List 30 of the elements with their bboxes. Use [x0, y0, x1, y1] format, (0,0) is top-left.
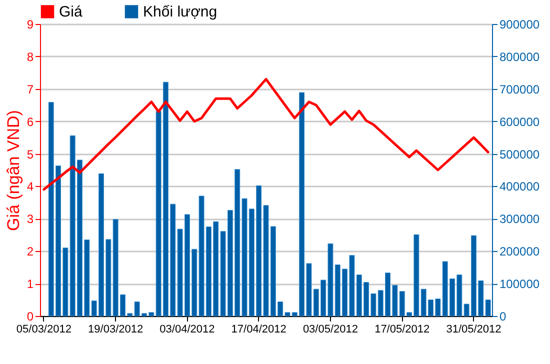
- y-tick-label: 1: [26, 277, 34, 292]
- legend-label: Giá: [59, 4, 83, 21]
- y-tick-label: 3: [26, 212, 34, 226]
- y2-tick-label: 800000: [500, 50, 540, 64]
- y-tick-label: 0: [26, 310, 34, 324]
- legend-label: Khối lượng: [143, 4, 218, 21]
- y2-tick-label: 100000: [500, 277, 540, 292]
- y-tick-label: 4: [26, 180, 34, 194]
- y-tick-label: 5: [26, 147, 34, 162]
- y2-tick-label: 900000: [500, 18, 540, 32]
- y2-tick-label: 500000: [500, 147, 540, 162]
- x-tick-label: 19/03/2012: [88, 324, 144, 336]
- x-tick-label: 03/04/2012: [160, 324, 215, 336]
- x-tick-label: 31/05/2012: [446, 324, 502, 336]
- y2-tick-label: 200000: [500, 244, 540, 259]
- x-tick-label: 05/03/2012: [16, 324, 72, 336]
- y-tick-label: 8: [26, 50, 34, 64]
- y-tick-label: 6: [26, 114, 34, 129]
- x-tick-label: 03/05/2012: [302, 324, 358, 336]
- x-tick-label: 17/05/2012: [374, 324, 430, 336]
- y2-tick-label: 600000: [500, 114, 540, 129]
- y2-tick-label: 700000: [500, 82, 540, 96]
- y2-tick-label: 300000: [500, 212, 540, 226]
- y2-tick-label: 0: [500, 310, 506, 324]
- y-tick-label: 9: [26, 18, 34, 32]
- y-tick-label: 7: [26, 82, 34, 96]
- y2-tick-label: 400000: [500, 180, 540, 194]
- y-axis-title: Giá (ngân VND): [4, 110, 23, 231]
- y-tick-label: 2: [26, 244, 34, 259]
- x-tick-label: 17/04/2012: [231, 324, 286, 336]
